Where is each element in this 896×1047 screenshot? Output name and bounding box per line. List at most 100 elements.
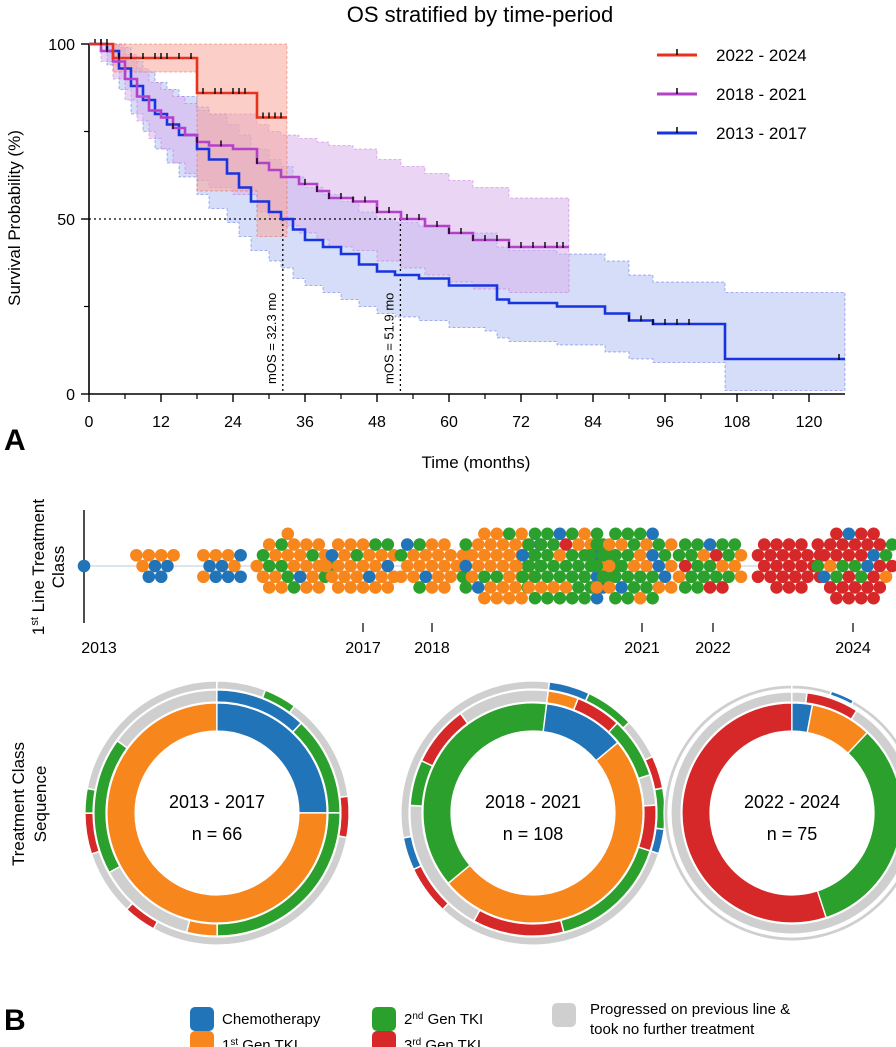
patient-dot — [344, 538, 357, 551]
patient-dot — [275, 559, 288, 573]
patient-dot — [751, 570, 765, 584]
patient-dot — [716, 538, 729, 551]
patient-dot — [867, 591, 880, 605]
patient-dot — [646, 527, 659, 541]
sunburst-segment — [670, 691, 896, 935]
patient-dot — [590, 591, 604, 605]
patient-dot — [652, 581, 666, 594]
patient-dot — [602, 559, 616, 573]
patient-dot — [331, 538, 345, 551]
patient-dot — [691, 538, 704, 551]
patient-dot — [615, 581, 628, 594]
patient-dot — [609, 527, 622, 541]
patient-dot — [640, 559, 653, 573]
patient-dot — [419, 570, 433, 584]
patient-dot — [553, 527, 567, 541]
patient-dot — [836, 581, 849, 594]
patient-dot — [312, 581, 326, 594]
patient-dot — [578, 527, 591, 541]
patient-dot — [578, 591, 591, 605]
patient-dot — [565, 570, 579, 584]
patient-dot — [811, 538, 825, 551]
year-label: 2022 — [695, 640, 731, 657]
patient-dot — [795, 559, 808, 573]
x-tick-label: 72 — [512, 414, 530, 431]
patient-dot — [584, 548, 597, 562]
patient-dot — [154, 570, 168, 584]
patient-dot — [459, 559, 473, 573]
patient-dot — [547, 559, 560, 573]
patient-dot — [262, 538, 276, 551]
patient-dot — [801, 548, 814, 562]
patient-dot — [528, 570, 542, 584]
patient-dot — [167, 548, 180, 562]
patient-dot — [757, 538, 771, 551]
legend-swatch — [552, 1003, 576, 1027]
x-tick-label: 0 — [85, 414, 94, 431]
patient-dot — [444, 570, 457, 584]
patient-dot — [465, 570, 479, 584]
patient-dot — [646, 570, 659, 584]
patient-dot — [509, 581, 522, 594]
patient-dot — [885, 559, 896, 573]
sunburst-1: 2013 - 2017 n = 66 — [84, 680, 350, 946]
patient-dot — [528, 548, 542, 562]
patient-dot — [356, 559, 370, 573]
patient-dot — [471, 538, 485, 551]
patient-dot — [306, 548, 319, 562]
patient-dot — [431, 548, 445, 562]
patient-dot — [621, 548, 635, 562]
patient-dot — [256, 570, 270, 584]
patient-dot — [325, 548, 339, 562]
patient-dot — [823, 581, 837, 594]
patient-dot — [885, 538, 896, 551]
patient-dot — [534, 538, 548, 551]
km-ylabel: Survival Probability (%) — [5, 130, 24, 306]
patient-dot — [867, 527, 880, 541]
patient-dot — [678, 581, 692, 594]
patient-dot — [770, 581, 783, 594]
patient-dot — [873, 559, 887, 573]
x-tick-label: 24 — [224, 414, 242, 431]
patient-dot — [633, 591, 647, 605]
km-plot: 0 12 24 36 48 60 72 84 96 108 120 0 50 100 mOS = 32.3 … — [48, 37, 846, 431]
patient-dot — [375, 548, 388, 562]
patient-dot — [478, 570, 491, 584]
patient-dot — [319, 559, 333, 573]
legend-swatch — [190, 1031, 214, 1047]
ci-band — [89, 43, 846, 391]
patient-dot — [459, 538, 473, 551]
patient-dot — [459, 581, 473, 594]
sunburst-segment — [86, 680, 218, 791]
patient-dot — [703, 538, 717, 551]
patient-dot — [362, 548, 376, 562]
patient-dot — [484, 581, 497, 594]
x-tick-label: 120 — [796, 414, 823, 431]
patient-dot — [197, 570, 210, 584]
patient-dot — [522, 581, 536, 594]
patient-dot — [615, 538, 628, 551]
x-tick-label: 48 — [368, 414, 386, 431]
patient-dot — [287, 538, 301, 551]
patient-dot — [471, 581, 485, 594]
patient-dot — [578, 570, 591, 584]
sunburst-segment — [663, 684, 896, 942]
patient-dot — [300, 559, 313, 573]
sunburst-segment — [338, 795, 350, 839]
first-line-ylabel: 1st Line Treatment — [29, 499, 48, 635]
patient-dot — [664, 538, 678, 551]
patient-dot — [854, 570, 868, 584]
patient-dot — [801, 570, 814, 584]
patient-dot — [262, 581, 276, 594]
mos-annotation: mOS = 51.9 mo — [381, 293, 396, 384]
patient-dot — [215, 559, 229, 573]
patient-dot — [602, 538, 616, 551]
patient-dot — [541, 570, 554, 584]
patient-dot — [269, 548, 282, 562]
patient-dot — [553, 548, 567, 562]
patient-dot — [197, 548, 210, 562]
patient-dot — [142, 570, 156, 584]
patient-dot — [312, 538, 326, 551]
patient-dot — [854, 548, 868, 562]
patient-dot — [609, 548, 622, 562]
